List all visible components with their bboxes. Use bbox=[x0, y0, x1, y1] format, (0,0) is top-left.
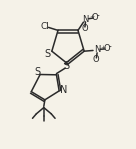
Text: N: N bbox=[94, 45, 100, 54]
Text: S: S bbox=[44, 49, 51, 59]
Text: O: O bbox=[93, 55, 100, 64]
Text: N: N bbox=[60, 85, 67, 95]
Text: N: N bbox=[82, 15, 89, 24]
Text: O: O bbox=[81, 24, 88, 33]
Text: +: + bbox=[89, 14, 94, 19]
Text: S: S bbox=[34, 66, 40, 77]
Text: Cl: Cl bbox=[41, 22, 50, 31]
Text: +: + bbox=[101, 45, 106, 50]
Text: O: O bbox=[92, 13, 98, 22]
Text: -: - bbox=[97, 11, 99, 20]
Text: -: - bbox=[108, 42, 111, 51]
Text: O: O bbox=[103, 44, 110, 53]
Text: S: S bbox=[63, 61, 69, 71]
